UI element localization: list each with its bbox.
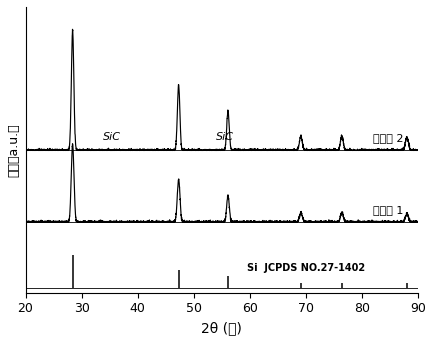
Text: Si  JCPDS NO.27-1402: Si JCPDS NO.27-1402 <box>247 263 365 273</box>
Text: 实施例 2: 实施例 2 <box>373 133 404 143</box>
Text: 实施例 1: 实施例 1 <box>373 205 404 215</box>
Text: SiC: SiC <box>216 132 234 142</box>
Text: SiC: SiC <box>103 132 121 142</box>
X-axis label: 2θ (度): 2θ (度) <box>201 321 242 335</box>
Y-axis label: 强度（a.u.）: 强度（a.u.） <box>7 123 20 177</box>
